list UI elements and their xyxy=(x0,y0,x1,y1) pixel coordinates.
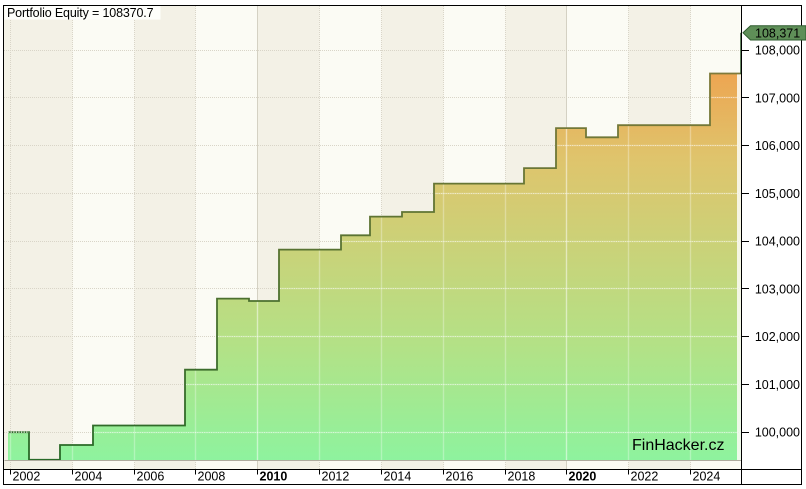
svg-text:2016: 2016 xyxy=(446,470,474,484)
svg-text:2010: 2010 xyxy=(260,470,288,484)
svg-text:108,000: 108,000 xyxy=(755,44,800,58)
svg-text:100,000: 100,000 xyxy=(755,426,800,440)
svg-text:2006: 2006 xyxy=(137,470,165,484)
svg-text:105,000: 105,000 xyxy=(755,187,800,201)
svg-text:2014: 2014 xyxy=(384,470,412,484)
svg-text:2018: 2018 xyxy=(508,470,536,484)
svg-text:2002: 2002 xyxy=(13,470,41,484)
svg-text:2022: 2022 xyxy=(631,470,659,484)
svg-text:107,000: 107,000 xyxy=(755,91,800,105)
svg-text:2004: 2004 xyxy=(75,470,103,484)
svg-text:108,371: 108,371 xyxy=(755,26,800,40)
svg-text:FinHacker.cz: FinHacker.cz xyxy=(632,437,724,454)
svg-text:106,000: 106,000 xyxy=(755,139,800,153)
svg-text:2012: 2012 xyxy=(322,470,350,484)
svg-text:103,000: 103,000 xyxy=(755,282,800,296)
svg-text:102,000: 102,000 xyxy=(755,330,800,344)
svg-text:104,000: 104,000 xyxy=(755,235,800,249)
svg-text:2024: 2024 xyxy=(693,470,721,484)
svg-text:2020: 2020 xyxy=(569,470,597,484)
svg-text:101,000: 101,000 xyxy=(755,378,800,392)
svg-text:Portfolio Equity = 108370.7: Portfolio Equity = 108370.7 xyxy=(7,6,154,20)
svg-text:2008: 2008 xyxy=(198,470,226,484)
